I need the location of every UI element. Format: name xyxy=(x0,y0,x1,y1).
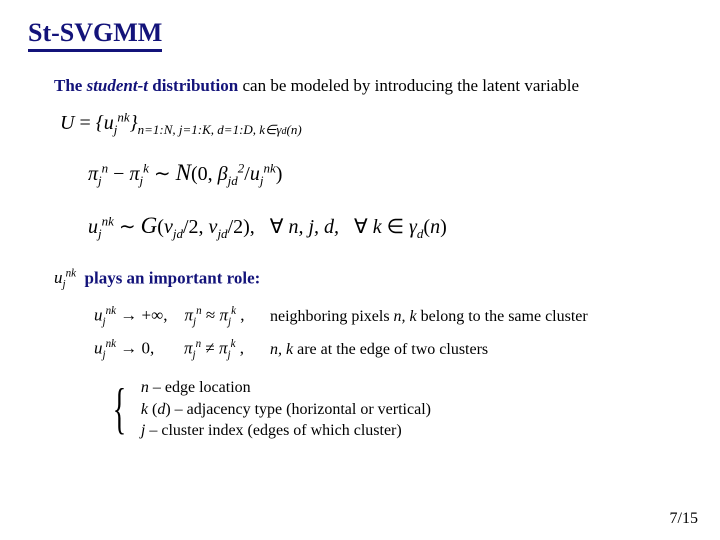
legend-j: j – cluster index (edges of which cluste… xyxy=(141,420,431,442)
intro-line: The student-t distribution can be modele… xyxy=(54,74,692,99)
slide-title: St-SVGMM xyxy=(28,18,162,52)
intro-pre: The xyxy=(54,76,87,95)
slide-content: The student-t distribution can be modele… xyxy=(28,74,692,442)
case-zero: ujnk → 0, πjn ≠ πjk , n, k are at the ed… xyxy=(94,336,692,363)
legend-block: { n – edge location k (d) – adjacency ty… xyxy=(106,377,692,442)
case-inf-pre: neighboring pixels xyxy=(270,308,394,325)
page-number: 7/15 xyxy=(670,510,698,528)
eq-diff-normal: πjn − πjk ∼ N(0, βjd2/ujnk) xyxy=(88,156,692,191)
case-inf-nk: n, k xyxy=(394,308,417,325)
role-line: ujnk plays an important role: xyxy=(54,266,692,293)
case-inf-post: belong to the same cluster xyxy=(417,308,588,325)
eq-U-def: U = {ujnk}n=1:N, j=1:K, d=1:D, k∈γd(n) xyxy=(60,109,692,141)
legend-k: k (d) – adjacency type (horizontal or ve… xyxy=(141,399,431,421)
case-inf: ujnk → +∞, πjn ≈ πjk , neighboring pixel… xyxy=(94,303,692,330)
legend-n: n – edge location xyxy=(141,377,431,399)
brace-icon: { xyxy=(113,384,126,434)
case-zero-txt: are at the edge of two clusters xyxy=(293,341,488,358)
intro-tail: can be modeled by introducing the latent… xyxy=(238,76,579,95)
role-text: plays an important role: xyxy=(85,268,261,287)
eq-gamma: ujnk ∼ G(νjd/2, νjd/2), ∀ n, j, d, ∀ k ∈… xyxy=(88,209,692,244)
case-zero-nk: n, k xyxy=(270,341,293,358)
intro-post: distribution xyxy=(148,76,238,95)
intro-em: student-t xyxy=(87,76,148,95)
